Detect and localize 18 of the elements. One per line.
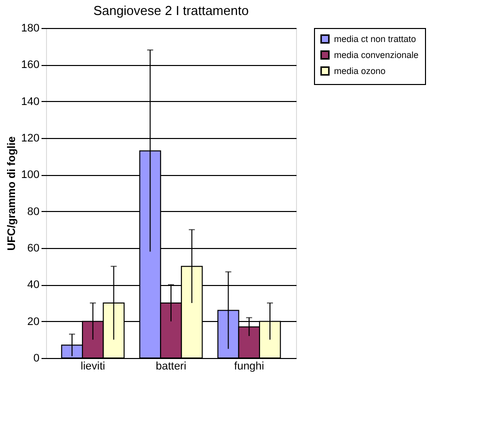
legend-label: media ozono (334, 66, 386, 76)
chart-title: Sangiovese 2 I trattamento (93, 3, 249, 18)
x-tick-label: lieviti (80, 360, 106, 372)
y-axis-title: UFC/grammo di foglie (6, 136, 18, 251)
x-tick-label: batteri (156, 360, 186, 372)
y-tick-label: 0 (33, 352, 40, 364)
y-tick-label: 160 (21, 59, 40, 72)
y-tick-label: 40 (27, 279, 40, 292)
y-tick-label: 60 (27, 242, 40, 254)
y-tick-label: 180 (21, 22, 40, 34)
x-tick-label: funghi (234, 360, 264, 372)
y-tick-label: 120 (21, 132, 40, 144)
legend-label: media ct non trattato (334, 34, 416, 44)
legend-label: media convenzionale (334, 50, 419, 60)
y-tick-label: 140 (21, 96, 40, 108)
y-tick-label: 20 (27, 316, 40, 328)
y-tick-label: 80 (27, 206, 40, 218)
y-tick-label: 100 (21, 169, 40, 182)
